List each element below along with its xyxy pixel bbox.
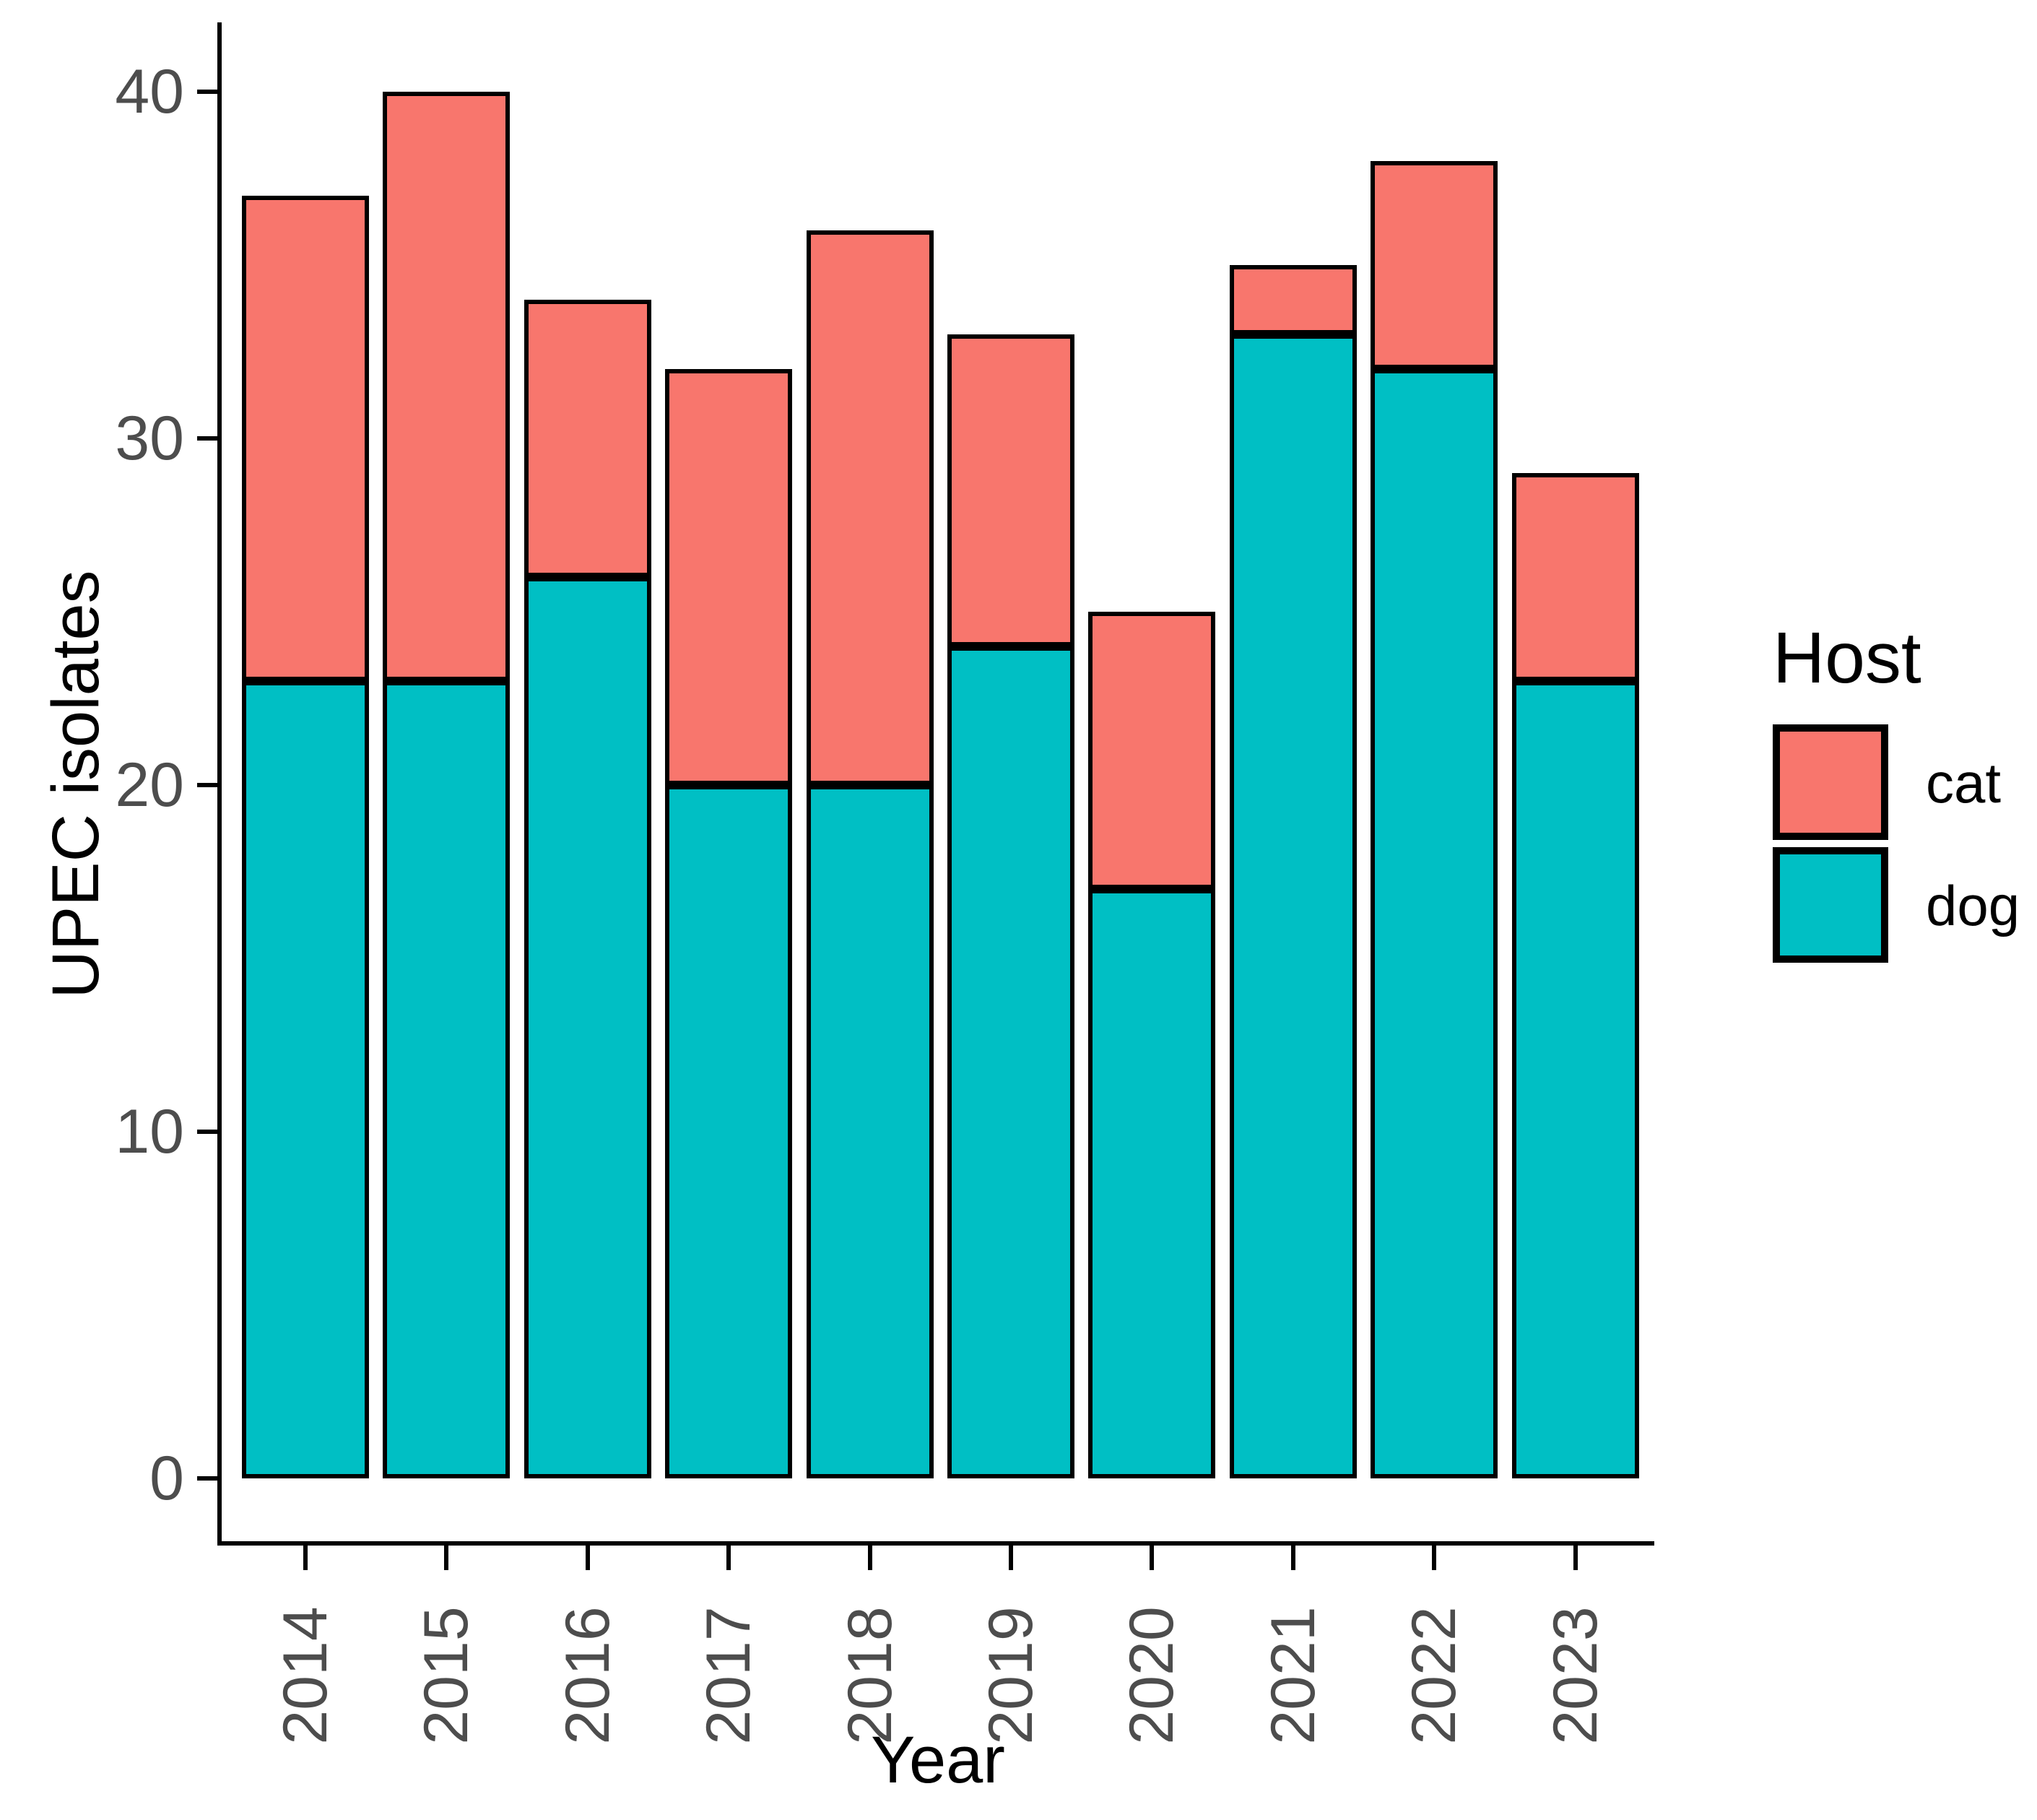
- x-tick-label: 2014: [271, 1606, 340, 1745]
- x-tick-label: 2017: [694, 1606, 764, 1745]
- legend-label-cat: cat: [1926, 751, 2002, 815]
- x-axis-title: Year: [871, 1723, 1005, 1797]
- bar-2014-cat-segment: [242, 196, 369, 681]
- y-axis-tick: [197, 1130, 217, 1134]
- y-axis-line: [217, 22, 222, 1546]
- x-axis-tick: [726, 1546, 731, 1570]
- x-tick-label: 2019: [976, 1606, 1046, 1745]
- bar-2020-cat-segment: [1088, 612, 1216, 889]
- bar-2022-cat-segment: [1371, 161, 1498, 369]
- y-axis-tick: [197, 90, 217, 94]
- y-axis-tick: [197, 436, 217, 441]
- x-axis-tick: [1150, 1546, 1155, 1570]
- bar-2016-dog-segment: [524, 577, 651, 1478]
- x-axis-tick: [585, 1546, 590, 1570]
- y-axis-tick: [197, 1476, 217, 1481]
- bar-2014-dog-segment: [242, 681, 369, 1478]
- bar-2017-cat-segment: [665, 369, 793, 785]
- legend: Host cat dog: [1773, 618, 2037, 1080]
- x-axis-tick: [444, 1546, 449, 1570]
- legend-key-dog-swatch: [1773, 847, 1888, 963]
- y-tick-label: 40: [115, 57, 184, 126]
- legend-key-cat-swatch: [1773, 724, 1888, 840]
- bar-2015-dog-segment: [383, 681, 511, 1478]
- bar-2015-cat-segment: [383, 92, 511, 681]
- y-axis-tick: [197, 783, 217, 787]
- x-tick-label: 2020: [1117, 1606, 1187, 1745]
- bar-2022-dog-segment: [1371, 369, 1498, 1478]
- x-axis-tick: [1009, 1546, 1013, 1570]
- bar-2023-dog-segment: [1511, 681, 1639, 1478]
- bar-2017-dog-segment: [665, 785, 793, 1478]
- x-tick-label: 2021: [1258, 1606, 1328, 1745]
- x-tick-label: 2015: [412, 1606, 482, 1745]
- y-tick-label: 10: [115, 1097, 184, 1166]
- bar-2018-dog-segment: [806, 785, 934, 1478]
- x-axis-tick: [867, 1546, 872, 1570]
- y-tick-label: 30: [115, 404, 184, 473]
- bar-2016-cat-segment: [524, 300, 651, 577]
- x-tick-label: 2023: [1540, 1606, 1610, 1745]
- bar-2023-cat-segment: [1511, 473, 1639, 681]
- bar-2018-cat-segment: [806, 230, 934, 785]
- x-axis-tick: [1432, 1546, 1437, 1570]
- x-tick-label: 2016: [552, 1606, 622, 1745]
- y-tick-label: 20: [115, 750, 184, 820]
- x-axis-tick: [1290, 1546, 1295, 1570]
- legend-title: Host: [1773, 618, 1921, 698]
- legend-label-dog: dog: [1926, 874, 2020, 937]
- bar-2021-cat-segment: [1229, 265, 1357, 334]
- y-tick-label: 0: [149, 1444, 184, 1513]
- bar-2019-dog-segment: [947, 646, 1074, 1478]
- bar-2020-dog-segment: [1088, 889, 1216, 1478]
- x-axis-line: [217, 1541, 1654, 1546]
- x-tick-label: 2018: [835, 1606, 905, 1745]
- bar-2021-dog-segment: [1229, 334, 1357, 1478]
- bar-2019-cat-segment: [947, 334, 1074, 646]
- x-tick-label: 2022: [1399, 1606, 1469, 1745]
- x-axis-tick: [303, 1546, 308, 1570]
- x-axis-tick: [1573, 1546, 1578, 1570]
